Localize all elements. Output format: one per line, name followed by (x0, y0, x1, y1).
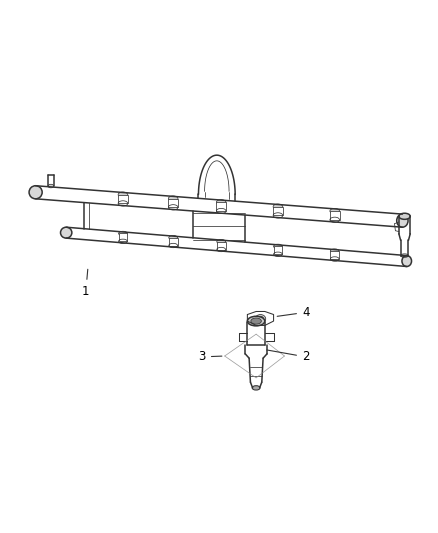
Text: 2: 2 (267, 350, 310, 364)
Bar (330, 211, 339, 220)
Ellipse shape (217, 239, 226, 244)
Bar (169, 238, 177, 246)
Ellipse shape (29, 185, 42, 199)
Bar (119, 233, 127, 241)
Ellipse shape (216, 200, 226, 205)
Ellipse shape (169, 236, 177, 240)
Ellipse shape (168, 196, 178, 201)
Text: 4: 4 (277, 306, 310, 319)
Ellipse shape (273, 204, 283, 209)
Ellipse shape (330, 249, 339, 253)
Ellipse shape (48, 184, 54, 188)
Bar (168, 199, 178, 207)
Ellipse shape (119, 231, 127, 236)
Ellipse shape (247, 316, 265, 326)
Ellipse shape (399, 213, 410, 220)
Ellipse shape (402, 256, 412, 266)
Ellipse shape (251, 318, 261, 324)
Bar (118, 195, 128, 204)
Bar (216, 202, 226, 211)
Ellipse shape (60, 227, 72, 238)
Ellipse shape (397, 214, 408, 227)
Text: 1: 1 (82, 269, 90, 298)
Bar (273, 207, 283, 215)
Ellipse shape (118, 192, 128, 197)
Ellipse shape (255, 314, 266, 323)
Bar (274, 246, 283, 254)
Ellipse shape (274, 244, 283, 248)
Bar (330, 251, 339, 259)
Ellipse shape (330, 208, 339, 214)
Text: 3: 3 (198, 350, 222, 364)
Ellipse shape (252, 386, 260, 390)
Bar (217, 241, 226, 249)
